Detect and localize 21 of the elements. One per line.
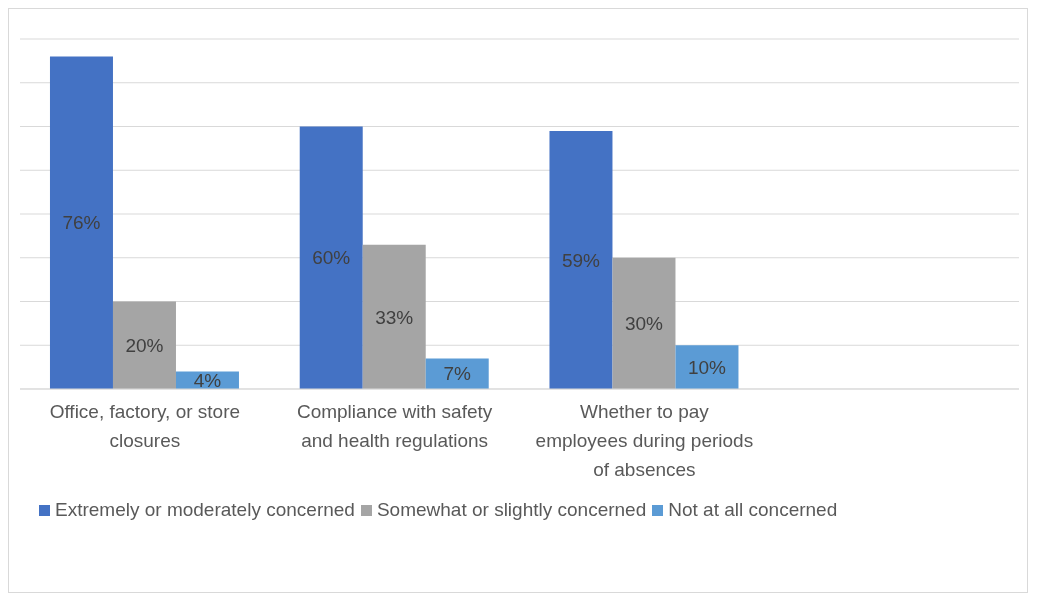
x-tick-label: Whether to pay employees during periods of absences: [535, 401, 754, 481]
data-label: 60%: [312, 247, 351, 269]
bar: [299, 126, 363, 389]
data-label: 10%: [687, 356, 727, 378]
legend-label: Somewhat or slightly concerned: [376, 499, 647, 521]
bar: [362, 244, 426, 389]
data-label: 7%: [443, 363, 472, 385]
bar: [549, 130, 613, 389]
data-label: 30%: [624, 313, 664, 335]
legend-label: Extremely or moderately concerned: [55, 499, 355, 521]
data-label: 76%: [62, 212, 101, 234]
x-tick-label: Compliance with safety and health regulations: [296, 401, 493, 452]
x-tick-label: Office, factory, or store closures: [49, 401, 241, 452]
legend-label: Not at all concerned: [668, 499, 838, 521]
data-label: 4%: [193, 369, 222, 391]
bar: [612, 257, 676, 389]
data-label: 20%: [125, 334, 164, 356]
data-label: 33%: [375, 306, 414, 328]
data-label: 59%: [561, 249, 601, 271]
bar: [112, 301, 176, 389]
bar: [49, 56, 113, 389]
